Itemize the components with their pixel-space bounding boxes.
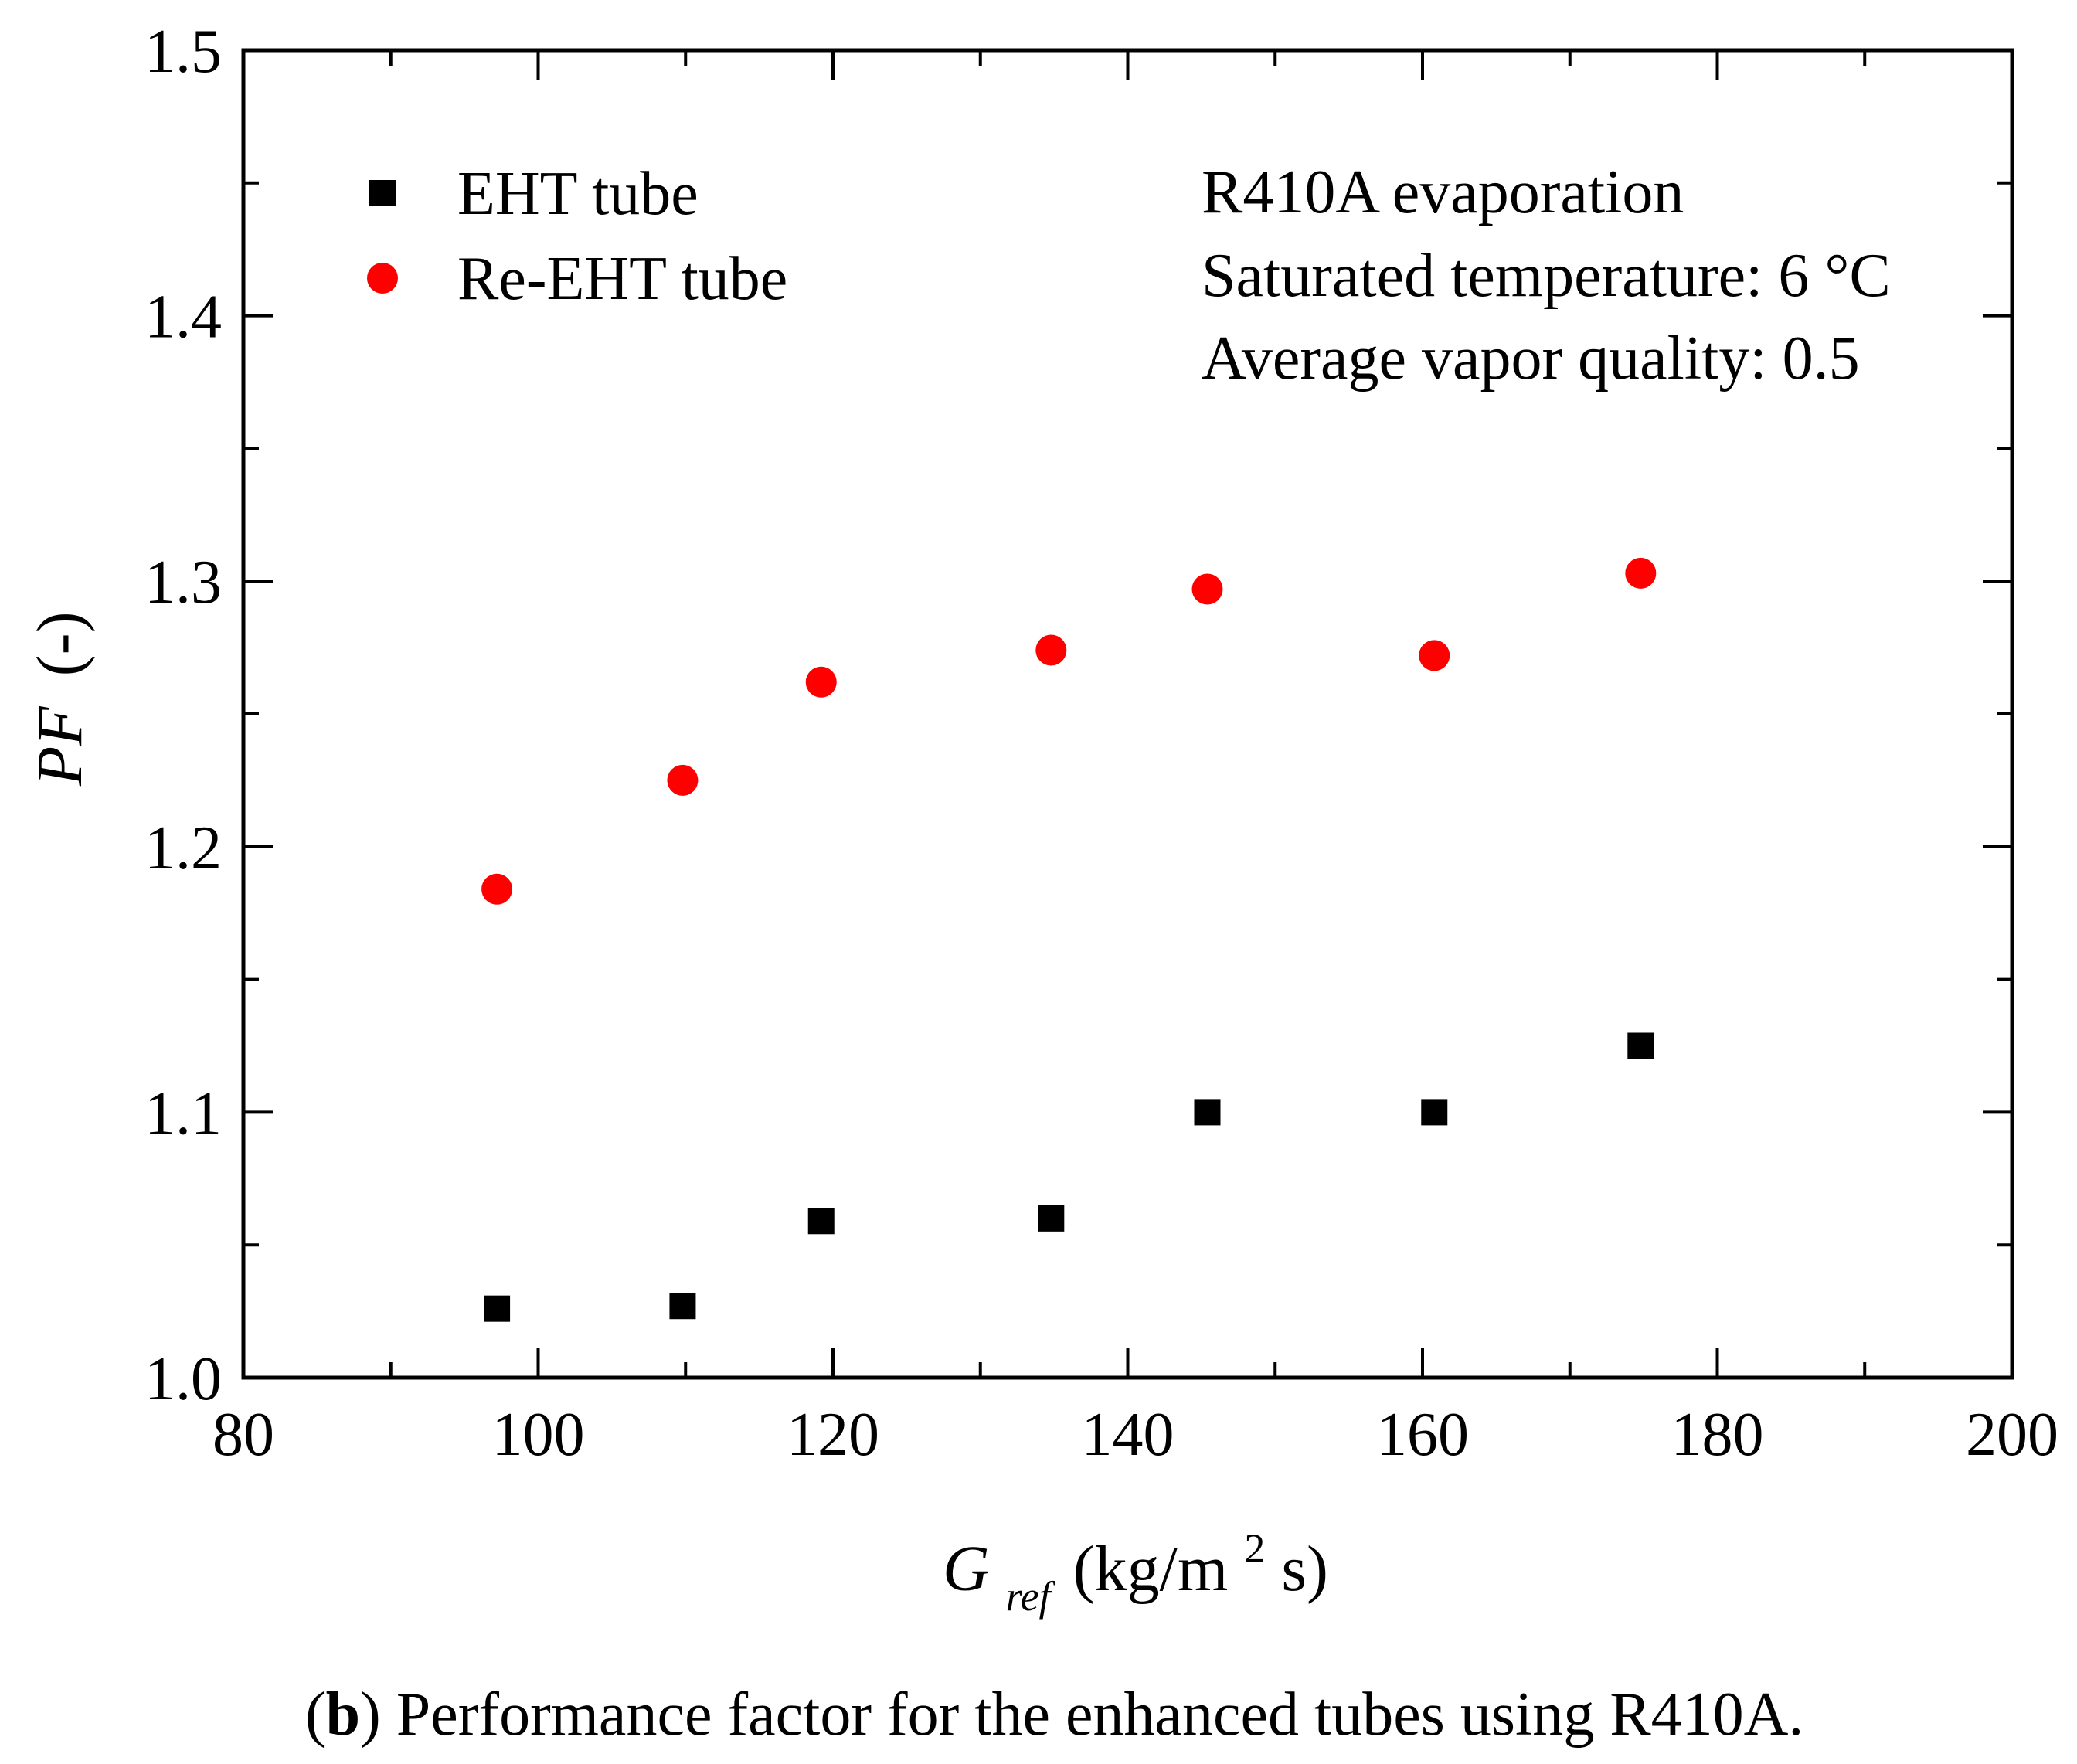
x-axis-label: G ref (kg/m 2 s)	[943, 1505, 1328, 1625]
y-tick-label: 1.2	[144, 814, 222, 882]
eht-tube-point	[807, 1208, 835, 1235]
legend-label-eht-tube: EHT tube	[457, 160, 699, 228]
x-tick-label: 180	[1671, 1401, 1764, 1469]
x-tick-label: 100	[492, 1401, 585, 1469]
y-tick-label: 1.0	[144, 1345, 222, 1413]
figure-caption: (b) Performance factor for the enhanced …	[305, 1681, 1803, 1749]
legend-marker-eht-tube	[369, 180, 396, 206]
y-axis-symbol: PF	[24, 705, 96, 787]
legend-marker-re-eht-tube	[367, 263, 398, 294]
caption-label: b	[326, 1681, 361, 1749]
caption-text: Performance factor for the enhanced tube…	[396, 1681, 1804, 1749]
x-tick-label: 160	[1376, 1401, 1469, 1469]
eht-tube-point	[669, 1293, 696, 1320]
y-tick-label: 1.5	[144, 18, 222, 86]
x-axis-units-pre: (kg/m	[1073, 1533, 1229, 1605]
x-axis-units-post: s)	[1281, 1533, 1328, 1605]
re-eht-tube-point	[667, 764, 699, 796]
y-tick-label: 1.3	[144, 549, 222, 617]
y-axis-units: (-)	[24, 611, 96, 676]
data-points	[481, 557, 1657, 1322]
annotation-line-2: Saturated temperature: 6 °C	[1202, 242, 1891, 310]
eht-tube-point	[484, 1295, 511, 1322]
x-tick-label: 140	[1082, 1401, 1174, 1469]
eht-tube-point	[1038, 1205, 1065, 1232]
caption-open-paren: (	[305, 1681, 326, 1749]
annotation-block: R410A evaporation Saturated temperature:…	[1202, 158, 1891, 393]
eht-tube-point	[1627, 1032, 1654, 1059]
re-eht-tube-point	[1191, 573, 1223, 605]
axis-ticks	[242, 49, 2014, 1379]
annotation-line-3: Average vapor quality: 0.5	[1202, 325, 1860, 393]
re-eht-tube-point	[805, 666, 837, 698]
y-axis-label: PF (-)	[24, 611, 96, 787]
y-tick-label: 1.1	[144, 1079, 222, 1147]
eht-tube-point	[1194, 1099, 1221, 1126]
re-eht-tube-point	[1625, 557, 1657, 589]
x-tick-label: 120	[787, 1401, 879, 1469]
annotation-line-1: R410A evaporation	[1202, 158, 1684, 226]
x-tick-label: 200	[1966, 1401, 2058, 1469]
x-tick-label: 80	[212, 1401, 274, 1469]
x-axis-subscript: ref	[1006, 1573, 1056, 1620]
axis-tick-labels: 80 100 120 140 160 180 200 1.0 1.1 1.2 1.3 1.4 1.5	[144, 18, 2058, 1469]
re-eht-tube-point	[481, 873, 513, 905]
legend-label-re-eht-tube: Re-EHT tube	[457, 245, 787, 313]
re-eht-tube-point	[1035, 634, 1067, 666]
caption-close-paren: )	[360, 1681, 381, 1749]
x-axis-units-sup: 2	[1244, 1525, 1265, 1572]
re-eht-tube-point	[1419, 640, 1450, 671]
legend: EHT tube Re-EHT tube	[367, 160, 787, 313]
y-tick-label: 1.4	[144, 284, 222, 352]
eht-tube-point	[1421, 1099, 1448, 1126]
x-axis-symbol: G	[943, 1533, 990, 1605]
